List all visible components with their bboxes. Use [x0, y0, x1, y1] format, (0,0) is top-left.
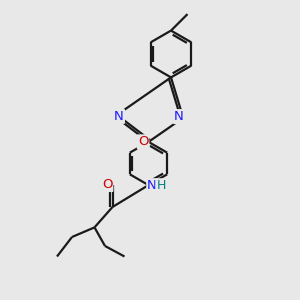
- Text: N: N: [114, 110, 124, 123]
- Text: N: N: [147, 179, 157, 192]
- Text: O: O: [138, 135, 148, 148]
- Text: O: O: [102, 178, 112, 191]
- Text: N: N: [174, 110, 184, 123]
- Text: H: H: [156, 179, 166, 192]
